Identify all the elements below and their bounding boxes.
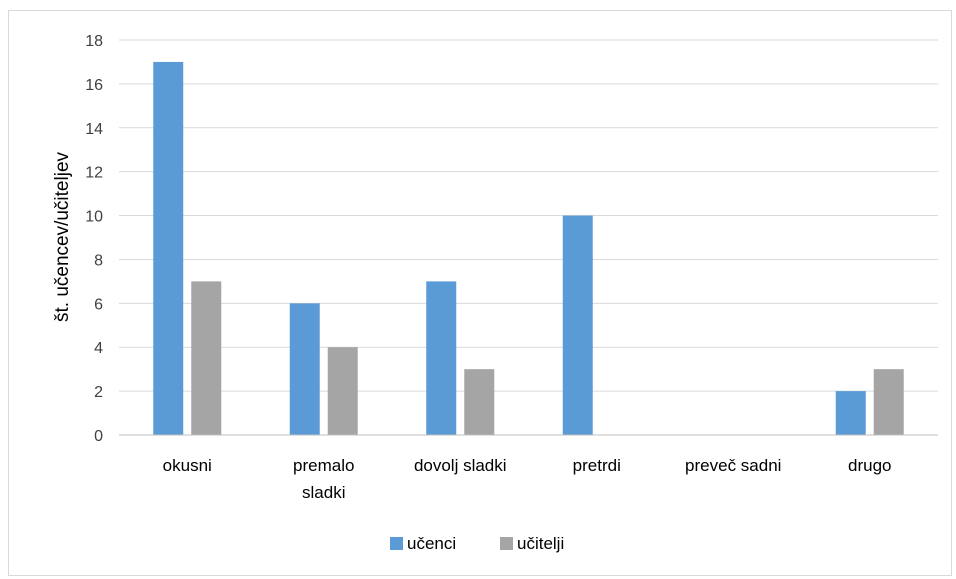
legend-label: učenci [407,534,456,553]
bar-ucitelji [464,369,495,435]
x-category-label: premalo [293,456,354,475]
legend-swatch [500,537,513,550]
y-tick-label: 18 [85,33,103,50]
gridlines [119,39,938,392]
x-category-label: preveč sadni [685,456,781,475]
y-axis-ticks: 0 2 4 6 8 10 12 14 16 18 [85,33,103,445]
bar-ucitelji [191,281,222,435]
legend-swatch [390,537,403,550]
y-tick-label: 10 [85,209,103,226]
y-axis-title: št. učencev/učiteljev [52,151,73,322]
y-tick-label: 16 [85,77,103,94]
bar-ucitelji [873,369,904,435]
y-tick-label: 6 [94,296,103,313]
legend: učenci učitelji [390,534,564,553]
x-category-label: pretrdi [573,456,621,475]
y-tick-label: 4 [94,340,103,357]
bar-ucitelji [327,347,358,435]
bar-ucenci [289,303,320,435]
x-category-label: drugo [848,456,891,475]
y-tick-label: 0 [94,428,103,445]
x-category-label: okusni [163,456,212,475]
bar-ucenci [562,215,593,435]
x-category-label: sladki [302,483,345,502]
y-tick-label: 14 [85,121,103,138]
x-category-label: dovolj sladki [414,456,507,475]
bars [153,61,904,435]
x-axis-labels: okusni premalo sladki dovolj sladki pretrdi p… [163,456,892,502]
y-tick-label: 8 [94,252,103,269]
legend-label: učitelji [517,534,564,553]
bar-ucenci [835,391,866,435]
bar-ucenci [153,61,184,435]
y-tick-label: 2 [94,384,103,401]
y-tick-label: 12 [85,165,103,182]
bar-ucenci [426,281,457,435]
